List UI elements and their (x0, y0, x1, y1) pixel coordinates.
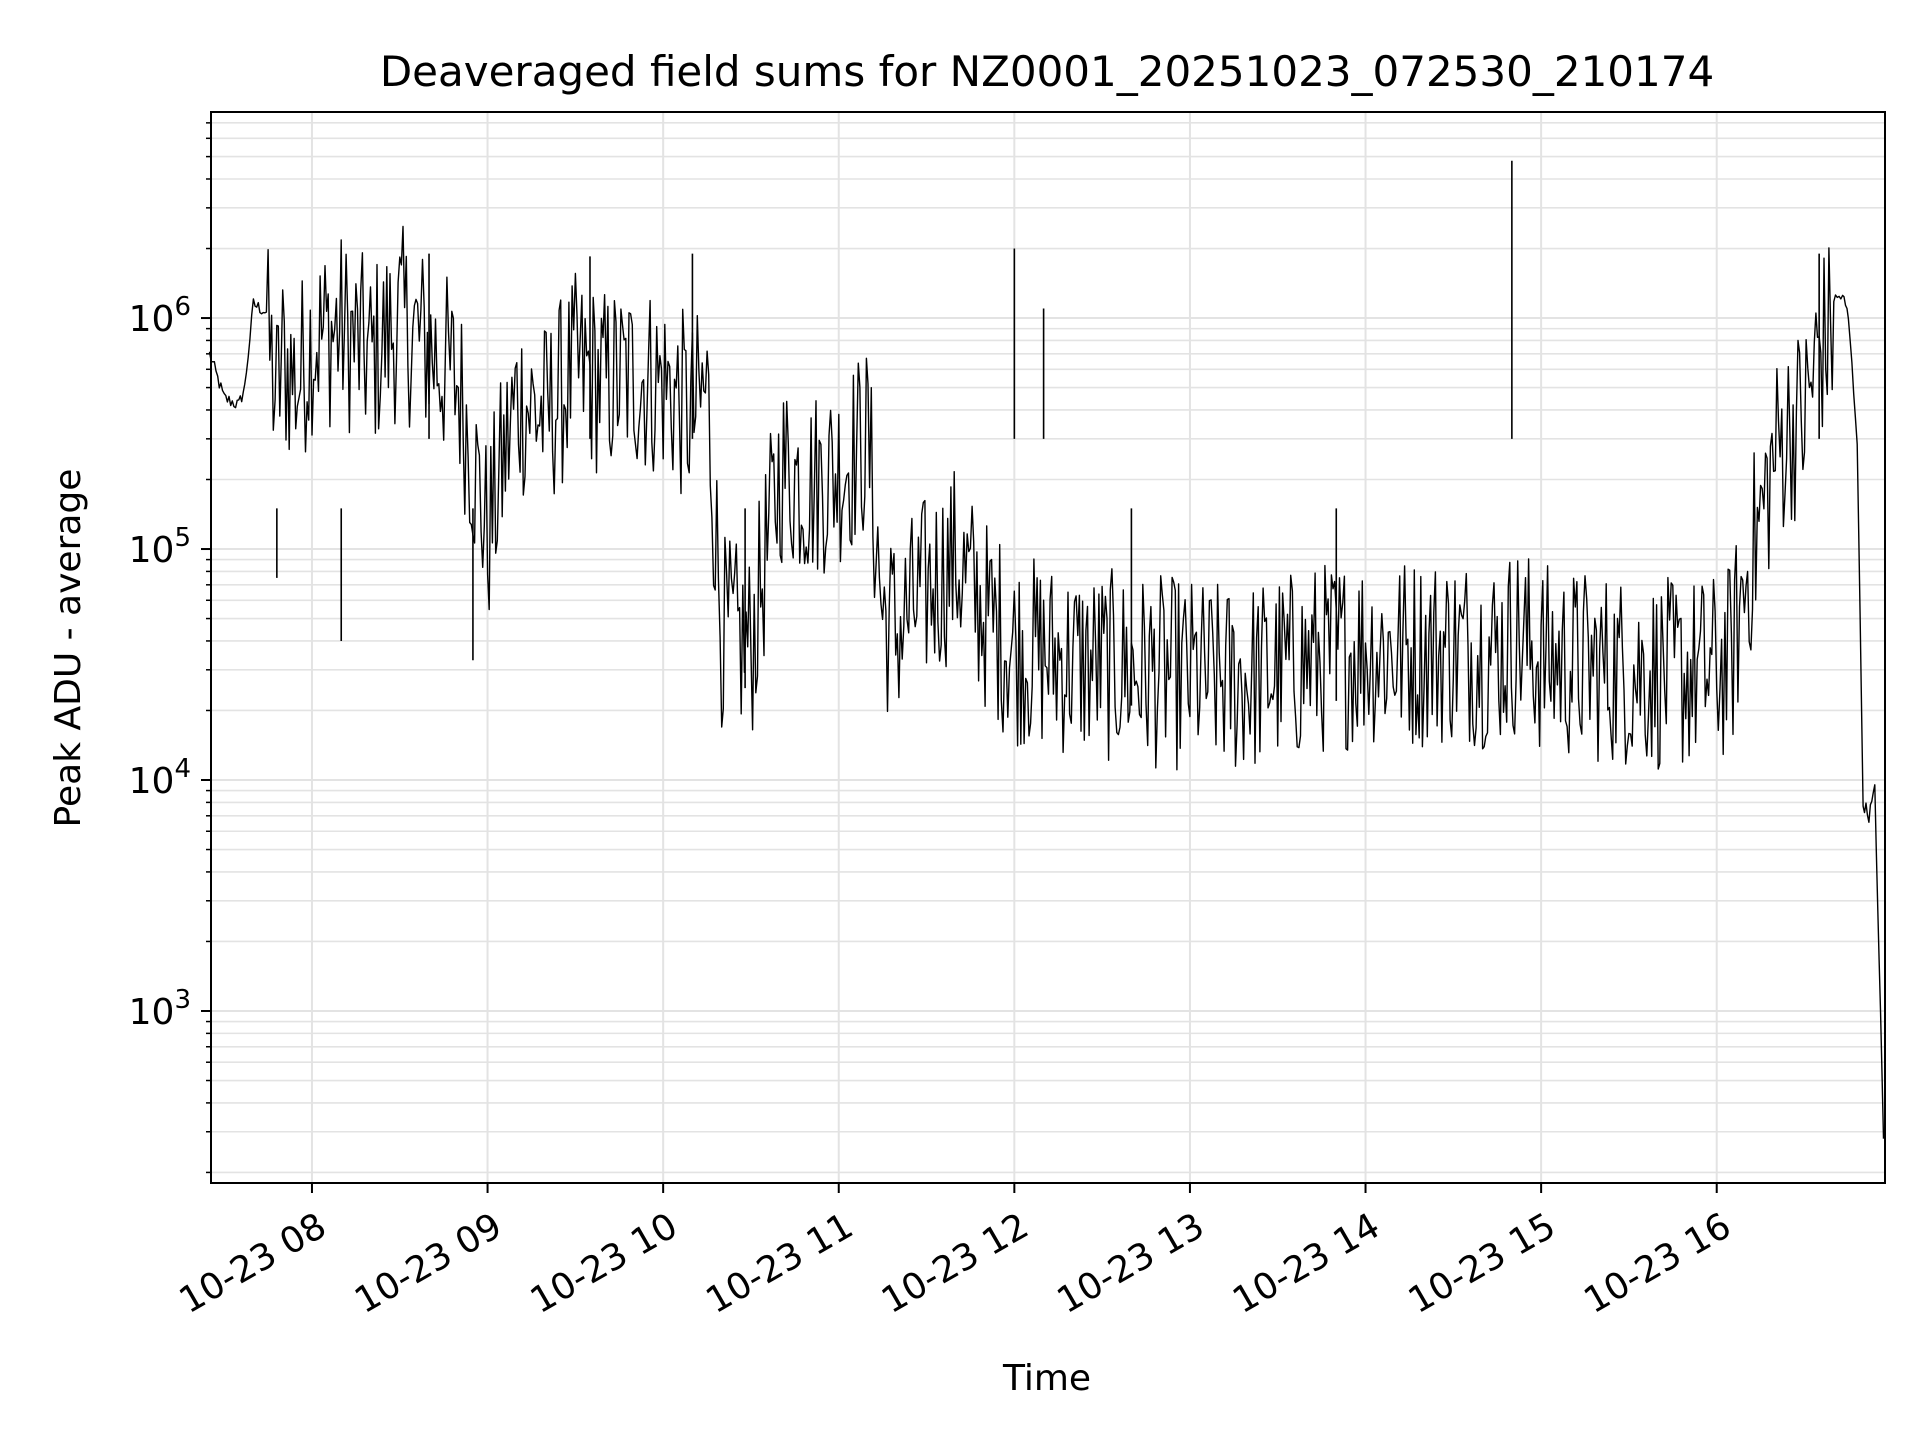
x-axis: 10-23 08 10-23 09 10-23 10 10-23 11 10-23 12… (173, 1183, 1738, 1322)
x-tick-label: 10-23 11 (699, 1205, 860, 1321)
x-axis-label: Time (1002, 1358, 1091, 1399)
y-tick-label: 106 (129, 292, 191, 340)
y-tick-label: 105 (129, 523, 191, 571)
x-tick-label: 10-23 14 (1226, 1205, 1387, 1321)
x-tick-label: 10-23 12 (875, 1205, 1036, 1321)
x-tick-label: 10-23 13 (1051, 1205, 1212, 1321)
x-tick-label: 10-23 10 (524, 1205, 685, 1321)
y-axis-label: Peak ADU - average (48, 469, 89, 828)
chart-title: Deaveraged field sums for NZ0001_2025102… (380, 47, 1714, 96)
x-tick-label: 10-23 16 (1577, 1205, 1738, 1321)
x-tick-label: 10-23 09 (348, 1205, 509, 1321)
series-line (208, 225, 1885, 1139)
y-axis: 103 104 105 106 (129, 122, 211, 1174)
grid (211, 112, 1885, 1183)
y-tick-label: 104 (129, 754, 191, 802)
x-tick-label: 10-23 15 (1402, 1205, 1563, 1321)
x-tick-label: 10-23 08 (173, 1205, 334, 1321)
series-layer (208, 160, 1885, 1139)
plot-frame (210, 111, 1886, 1184)
y-tick-label: 103 (129, 985, 191, 1033)
